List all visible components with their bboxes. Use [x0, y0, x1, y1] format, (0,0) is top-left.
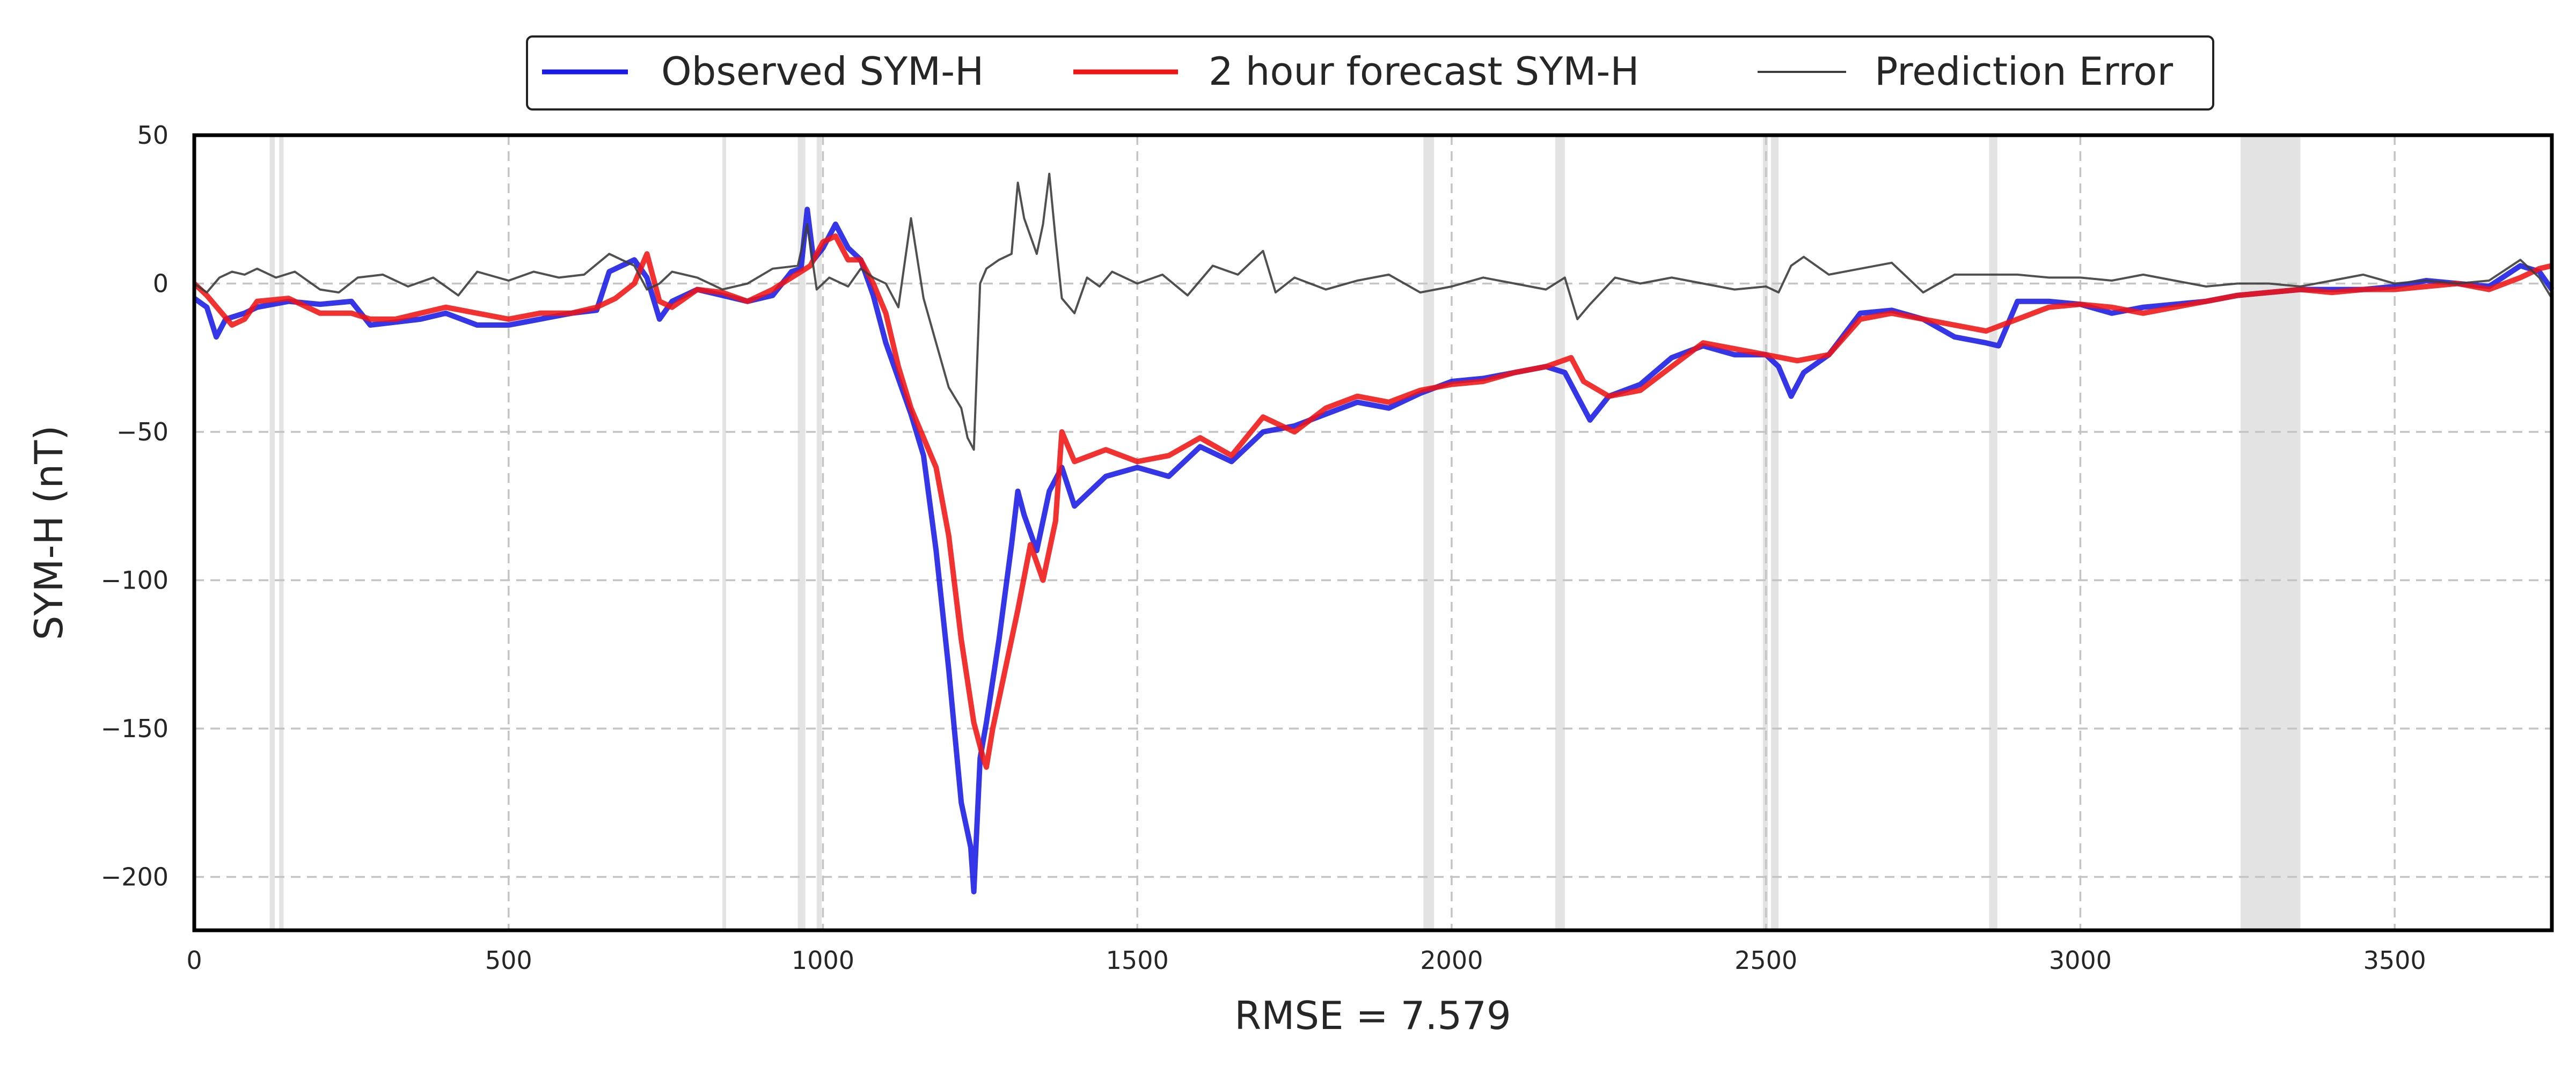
y-tick-label-3: −100 — [101, 565, 169, 594]
legend-label-error: Prediction Error — [1875, 49, 2173, 94]
shaded-gap-3 — [797, 135, 806, 930]
shaded-gap-9 — [1989, 135, 1997, 930]
shaded-gap-0 — [269, 135, 275, 930]
x-tick-label-1: 500 — [485, 946, 532, 975]
shaded-gap-6 — [1555, 135, 1565, 930]
series-lines — [192, 172, 2555, 895]
shaded-gap-2 — [722, 135, 727, 930]
series-observed-line — [193, 207, 2555, 895]
y-tick-label-5: −200 — [101, 862, 169, 891]
shaded-gap-10 — [2241, 135, 2301, 930]
grid-lines — [194, 135, 2552, 930]
y-axis-ticks: 50 0 −50 −100 −150 −200 — [101, 121, 169, 891]
legend-label-forecast: 2 hour forecast SYM-H — [1209, 49, 1639, 94]
y-tick-label-2: −50 — [116, 417, 169, 446]
legend-label-observed: Observed SYM-H — [661, 49, 984, 94]
shaded-gap-5 — [1423, 135, 1435, 930]
shaded-gaps — [269, 135, 2301, 930]
y-tick-label-4: −150 — [101, 714, 169, 743]
legend: Observed SYM-H 2 hour forecast SYM-H Pre… — [526, 35, 2214, 111]
x-tick-label-5: 2500 — [1735, 946, 1797, 975]
x-tick-label-7: 3500 — [2363, 946, 2426, 975]
x-axis-ticks: 0 500 1000 1500 2000 2500 3000 3500 — [186, 946, 2426, 975]
x-tick-label-4: 2000 — [1420, 946, 1483, 975]
x-tick-label-0: 0 — [186, 946, 202, 975]
x-tick-label-6: 3000 — [2049, 946, 2112, 975]
legend-box — [526, 35, 2214, 111]
y-axis-label: SYM-H (nT) — [26, 425, 71, 641]
series-forecast-line — [192, 233, 2553, 770]
y-tick-label-1: 0 — [153, 269, 169, 298]
x-axis-label: RMSE = 7.579 — [1234, 993, 1511, 1038]
series-error-line — [193, 172, 2553, 451]
y-tick-label-0: 50 — [137, 121, 169, 150]
shaded-gap-8 — [1771, 135, 1779, 930]
x-tick-label-3: 1500 — [1106, 946, 1169, 975]
shaded-gap-7 — [1762, 135, 1768, 930]
x-tick-label-2: 1000 — [792, 946, 854, 975]
plot-frame — [192, 133, 2554, 932]
shaded-gap-4 — [816, 135, 822, 930]
shaded-gap-1 — [279, 135, 284, 930]
